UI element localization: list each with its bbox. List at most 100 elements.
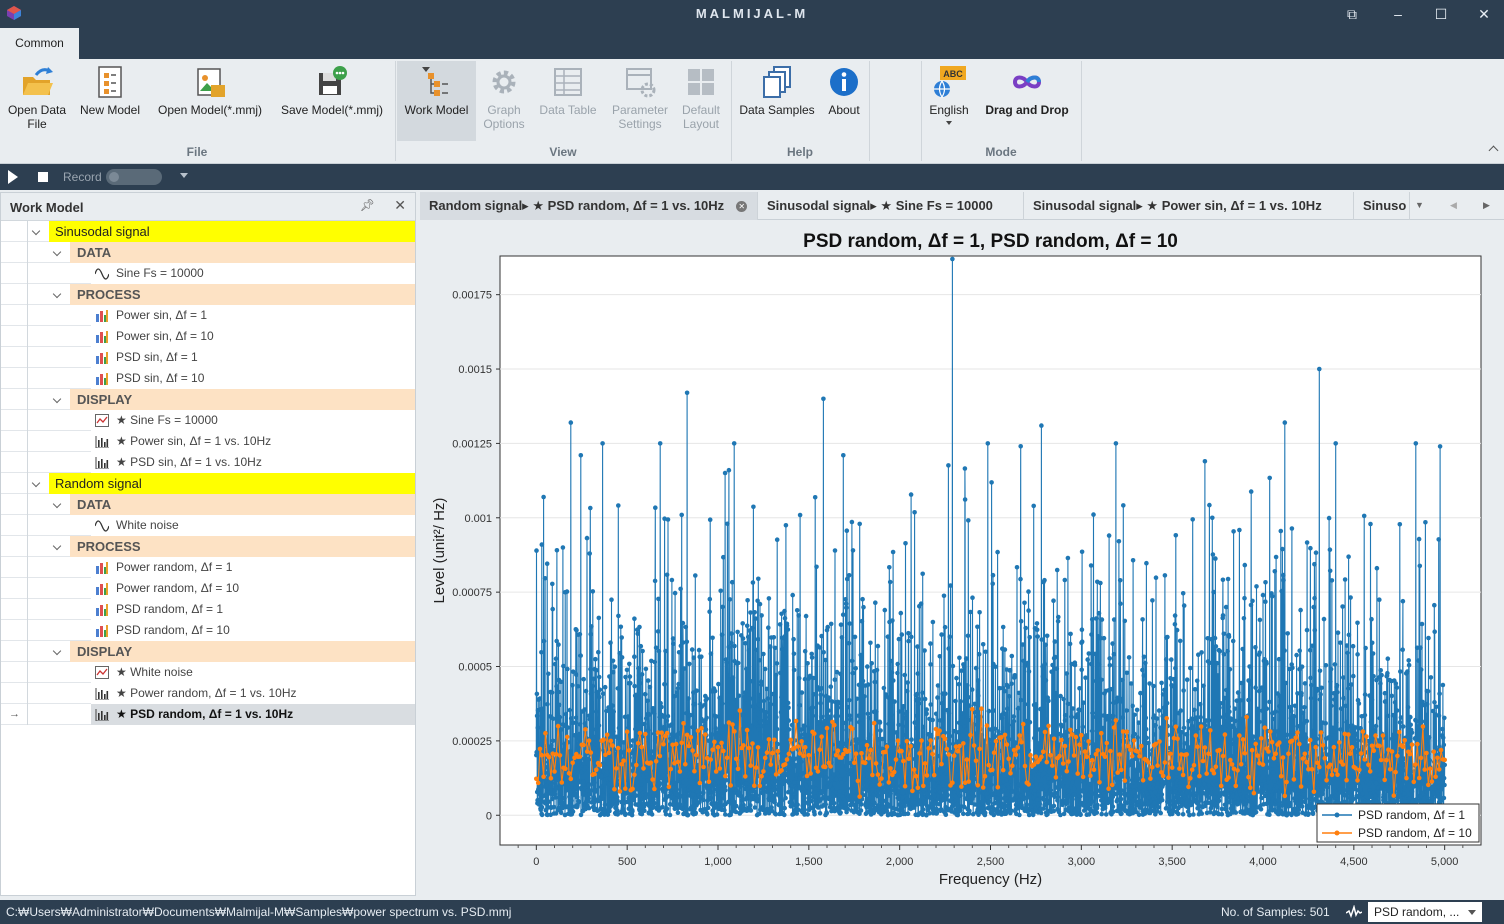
about-button[interactable]: About (822, 61, 866, 141)
data-point (719, 701, 725, 706)
data-point (1143, 726, 1149, 732)
data-point (953, 698, 958, 704)
tree-item-row[interactable]: Power sin, Δf = 1 (1, 305, 415, 326)
restore-layout-icon[interactable]: ⧉ (1347, 6, 1357, 22)
tree-item-row[interactable]: ★ Power sin, Δf = 1 vs. 10Hz (1, 431, 415, 452)
data-point (1045, 812, 1050, 817)
tree-item-row[interactable]: PSD sin, Δf = 10 (1, 368, 415, 389)
default-layout-button[interactable]: Default Layout (676, 61, 726, 141)
expand-chevron-icon[interactable] (54, 648, 62, 656)
doc-tab-sine[interactable]: Sinusodal signal▸ ★ Sine Fs = 10000 (758, 192, 1024, 220)
tree-section-row[interactable]: DISPLAY (1, 389, 415, 410)
tree-section-row[interactable]: PROCESS (1, 284, 415, 305)
close-button[interactable]: ✕ (1478, 6, 1490, 22)
tree-item-row[interactable]: Sine Fs = 10000 (1, 263, 415, 284)
data-point (1005, 684, 1011, 689)
expand-chevron-icon[interactable] (54, 501, 62, 509)
data-point (1107, 656, 1112, 661)
data-point (801, 795, 806, 800)
tree-section-row[interactable]: DISPLAY (1, 641, 415, 662)
data-point (1378, 668, 1383, 673)
data-point (994, 800, 1000, 805)
data-point (1155, 771, 1160, 776)
save-model-button[interactable]: Save Model(*.mmj) (276, 61, 388, 141)
close-panel-icon[interactable]: ✕ (394, 197, 406, 213)
data-point (819, 686, 824, 691)
data-point (587, 792, 592, 797)
drag-and-drop-button[interactable]: Drag and Drop (978, 61, 1076, 141)
data-point (824, 810, 830, 816)
tree-item-row[interactable]: Power sin, Δf = 10 (1, 326, 415, 347)
data-point (1245, 794, 1250, 800)
tree-item-row[interactable]: ★ Sine Fs = 10000 (1, 410, 415, 431)
tree-section-row[interactable]: DATA (1, 494, 415, 515)
tree-item-row[interactable]: ★ PSD sin, Δf = 1 vs. 10Hz (1, 452, 415, 473)
data-point (770, 691, 776, 697)
tree-item-row[interactable]: Power random, Δf = 1 (1, 557, 415, 578)
pin-icon[interactable]: 📌︎ (359, 198, 375, 212)
tree-item-row[interactable]: → ★ PSD random, Δf = 1 vs. 10Hz (1, 704, 415, 725)
doc-tab-power-sin[interactable]: Sinusodal signal▸ ★ Power sin, Δf = 1 vs… (1024, 192, 1354, 220)
record-toggle[interactable] (106, 169, 162, 185)
expand-chevron-icon[interactable] (54, 249, 62, 257)
data-point (1025, 660, 1030, 666)
expand-chevron-icon[interactable] (33, 480, 41, 488)
record-dropdown-chevron-icon[interactable] (180, 173, 188, 178)
doc-tab-overflow[interactable]: Sinuso (1354, 192, 1410, 220)
expand-chevron-icon[interactable] (54, 396, 62, 404)
tree-item-row[interactable]: PSD random, Δf = 1 (1, 599, 415, 620)
collapse-ribbon-chevron-icon[interactable] (1488, 145, 1499, 156)
tree-item-row[interactable]: ★ White noise (1, 662, 415, 683)
new-model-button[interactable]: New Model (76, 61, 144, 141)
data-point (665, 517, 671, 522)
data-point (1261, 766, 1266, 771)
tree-item-row[interactable]: PSD sin, Δf = 1 (1, 347, 415, 368)
graph-options-button[interactable]: Graph Options (478, 61, 530, 141)
maximize-button[interactable]: ☐ (1434, 6, 1448, 22)
open-data-file-button[interactable]: Open Data File (4, 61, 70, 141)
data-point (720, 604, 725, 610)
data-point (966, 695, 971, 700)
data-samples-button[interactable]: Data Samples (736, 61, 818, 141)
close-tab-icon[interactable]: ✕ (736, 201, 748, 212)
data-point (716, 681, 721, 687)
tree-item-row[interactable]: Power random, Δf = 10 (1, 578, 415, 599)
data-table-button[interactable]: Data Table (534, 61, 602, 141)
tree-item-row[interactable]: ★ Power random, Δf = 1 vs. 10Hz (1, 683, 415, 704)
tree-item-row[interactable]: PSD random, Δf = 10 (1, 620, 415, 641)
minimize-button[interactable]: – (1394, 6, 1402, 22)
data-point (774, 726, 780, 732)
data-point (1273, 709, 1278, 714)
data-point (569, 798, 574, 803)
tab-scroll-right-icon[interactable]: ▶ (1483, 200, 1490, 210)
tree-section-row[interactable]: DATA (1, 242, 415, 263)
tree-item-label: ★ Power sin, Δf = 1 vs. 10Hz (91, 431, 415, 452)
data-point (572, 769, 577, 775)
work-model-button[interactable]: Work Model (397, 61, 476, 141)
data-point (668, 736, 674, 741)
expand-chevron-icon[interactable] (54, 543, 62, 551)
expand-chevron-icon[interactable] (33, 228, 41, 236)
tree-group-row[interactable]: Random signal (1, 473, 415, 494)
language-button[interactable]: ABC English (926, 61, 972, 141)
open-model-button[interactable]: Open Model(*.mmj) (152, 61, 268, 141)
data-point (1285, 631, 1290, 636)
data-point (977, 790, 982, 795)
play-icon[interactable] (8, 170, 18, 184)
data-point (549, 742, 554, 748)
data-point (803, 613, 809, 619)
tab-common[interactable]: Common (0, 28, 79, 59)
expand-chevron-icon[interactable] (54, 291, 62, 299)
tree-group-row[interactable]: Sinusodal signal (1, 221, 415, 242)
tab-list-dropdown-icon[interactable]: ▼ (1415, 200, 1424, 210)
tab-scroll-left-icon[interactable]: ◀ (1450, 200, 1457, 210)
parameter-settings-button[interactable]: Parameter Settings (608, 61, 672, 141)
tree-section-row[interactable]: PROCESS (1, 536, 415, 557)
data-point (537, 696, 543, 701)
data-point (1026, 669, 1032, 674)
stop-icon[interactable] (38, 172, 48, 182)
data-point (1318, 692, 1323, 697)
doc-tab-psd-random[interactable]: Random signal▸ ★ PSD random, Δf = 1 vs. … (420, 192, 758, 220)
tree-item-row[interactable]: White noise (1, 515, 415, 536)
psd-chart[interactable]: PSD random, Δf = 1, PSD random, Δf = 100… (420, 221, 1504, 896)
